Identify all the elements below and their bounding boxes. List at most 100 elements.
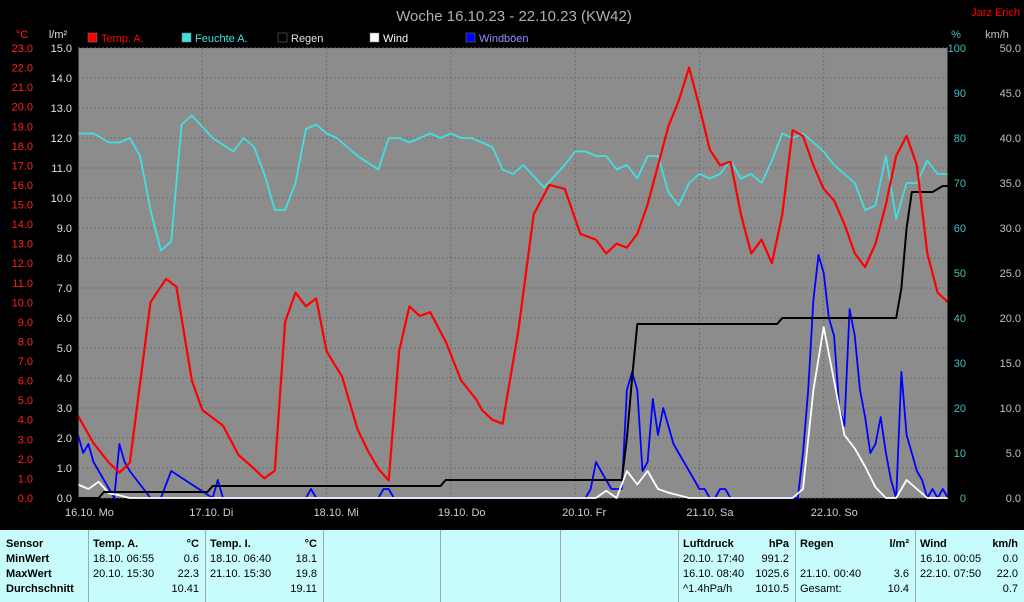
wind-time: 16.10. 00:05 [920, 553, 982, 565]
rain-tick-label: 15.0 [51, 43, 72, 55]
table-divider [795, 530, 796, 602]
temp-tick-label: 3.0 [18, 434, 33, 446]
temp-tick-label: 10.0 [12, 297, 33, 309]
temp-i-time: 21.10. 15:30 [210, 568, 272, 580]
regen-header: Regen [800, 538, 834, 550]
legend-label: Regen [291, 33, 323, 45]
wind-unit-label: km/h [985, 29, 1009, 41]
temp-tick-label: 16.0 [12, 180, 33, 192]
temp-tick-label: 18.0 [12, 141, 33, 153]
x-tick-label: 20.10. Fr [562, 507, 606, 519]
temp-i-value: 19.11 [290, 583, 317, 595]
luftdruck-unit: hPa [768, 538, 789, 550]
temp-a-value: 10.41 [171, 583, 199, 595]
wind-value: 0.0 [1002, 553, 1018, 565]
regen-time: 21.10. 00:40 [800, 568, 862, 580]
sensor-header: Sensor [6, 538, 44, 550]
temp-tick-label: 11.0 [12, 278, 33, 290]
rain-tick-label: 4.0 [57, 373, 72, 385]
temp-unit-label: °C [16, 29, 28, 41]
chart-title: Woche 16.10.23 - 22.10.23 (KW42) [396, 8, 632, 25]
legend-swatch [277, 32, 288, 43]
regen-unit: l/m² [889, 538, 909, 550]
temp-i-unit: °C [304, 538, 317, 550]
temp-a-value: 0.6 [183, 553, 199, 565]
wind-tick-label: 25.0 [1000, 268, 1021, 280]
temp-tick-label: 17.0 [12, 160, 33, 172]
rain-tick-label: 8.0 [57, 253, 72, 265]
rain-tick-label: 9.0 [57, 223, 72, 235]
humidity-unit-label: % [951, 29, 961, 41]
wind-tick-label: 20.0 [1000, 313, 1021, 325]
temp-tick-label: 13.0 [12, 239, 33, 251]
luftdruck-time: ^1.4hPa/h [683, 583, 733, 595]
wind-header: Wind [920, 538, 947, 550]
plot-area [78, 48, 948, 498]
x-tick-label: 21.10. Sa [686, 507, 734, 519]
wind-tick-label: 35.0 [1000, 178, 1021, 190]
wind-unit: km/h [992, 538, 1018, 550]
legend-swatch [87, 32, 98, 43]
rain-tick-label: 12.0 [51, 133, 72, 145]
regen-value: 10.4 [887, 583, 909, 595]
humidity-tick-label: 100 [948, 43, 966, 55]
series-line-0 [77, 66, 949, 482]
temp-tick-label: 21.0 [12, 82, 33, 94]
temp-tick-label: 19.0 [12, 121, 33, 133]
rain-unit-label: l/m² [49, 29, 68, 41]
humidity-tick-label: 30 [954, 358, 966, 370]
wind-tick-label: 30.0 [1000, 223, 1021, 235]
temp-tick-label: 15.0 [12, 200, 33, 212]
wind-tick-label: 0.0 [1006, 493, 1021, 505]
temp-tick-label: 8.0 [18, 336, 33, 348]
rain-tick-label: 10.0 [51, 193, 72, 205]
weather-chart: 0.0 1.0 2.0 3.0 4.0 5.0 6.0 7.0 8.0 9.0 10.0 11.0 12… [11, 7, 1021, 519]
temp-tick-label: 22.0 [12, 63, 33, 75]
luftdruck-header: Luftdruck [683, 538, 734, 550]
wind-tick-label: 5.0 [1006, 448, 1021, 460]
humidity-tick-label: 60 [954, 223, 966, 235]
humidity-tick-label: 80 [954, 133, 966, 145]
x-tick-label: 22.10. So [811, 507, 858, 519]
x-tick-label: 16.10. Mo [65, 507, 114, 519]
temp-a-value: 22.3 [177, 568, 199, 580]
temp-tick-label: 14.0 [12, 219, 33, 231]
table-divider [560, 530, 561, 602]
temp-tick-label: 7.0 [18, 356, 33, 368]
x-tick-label: 19.10. Do [438, 507, 486, 519]
legend-label: Feuchte A. [195, 33, 248, 45]
regen-value: 3.6 [893, 568, 909, 580]
temp-tick-label: 2.0 [18, 454, 33, 466]
temp-a-time: 20.10. 15:30 [93, 568, 155, 580]
humidity-tick-label: 10 [954, 448, 966, 460]
rain-tick-label: 11.0 [51, 163, 72, 175]
temp-i-value: 19.8 [295, 568, 317, 580]
wind-tick-label: 15.0 [1000, 358, 1021, 370]
sensor-row-label: MaxWert [6, 568, 52, 580]
x-tick-label: 17.10. Di [189, 507, 233, 519]
humidity-tick-label: 0 [960, 493, 966, 505]
x-tick-label: 18.10. Mi [314, 507, 359, 519]
temp-tick-label: 9.0 [18, 317, 33, 329]
rain-tick-label: 2.0 [57, 433, 72, 445]
legend-swatch [465, 32, 476, 43]
wind-value: 0.7 [1002, 583, 1018, 595]
rain-tick-label: 0.0 [57, 493, 72, 505]
stats-table: Sensor MinWert MaxWert Durchschnitt Temp. A.… [0, 530, 1024, 602]
luftdruck-time: 16.10. 08:40 [683, 568, 745, 580]
series-line-4 [77, 254, 949, 499]
luftdruck-value: 1025.6 [755, 568, 789, 580]
humidity-tick-label: 50 [954, 268, 966, 280]
temp-tick-label: 4.0 [18, 415, 33, 427]
wind-tick-label: 50.0 [1000, 43, 1021, 55]
rain-tick-label: 6.0 [57, 313, 72, 325]
rain-tick-label: 5.0 [57, 343, 72, 355]
rain-tick-label: 13.0 [51, 103, 72, 115]
humidity-tick-label: 90 [954, 88, 966, 100]
wind-tick-label: 45.0 [1000, 88, 1021, 100]
wind-value: 22.0 [996, 568, 1018, 580]
temp-tick-label: 20.0 [12, 102, 33, 114]
luftdruck-time: 20.10. 17:40 [683, 553, 745, 565]
luftdruck-value: 991.2 [761, 553, 789, 565]
humidity-tick-label: 20 [954, 403, 966, 415]
